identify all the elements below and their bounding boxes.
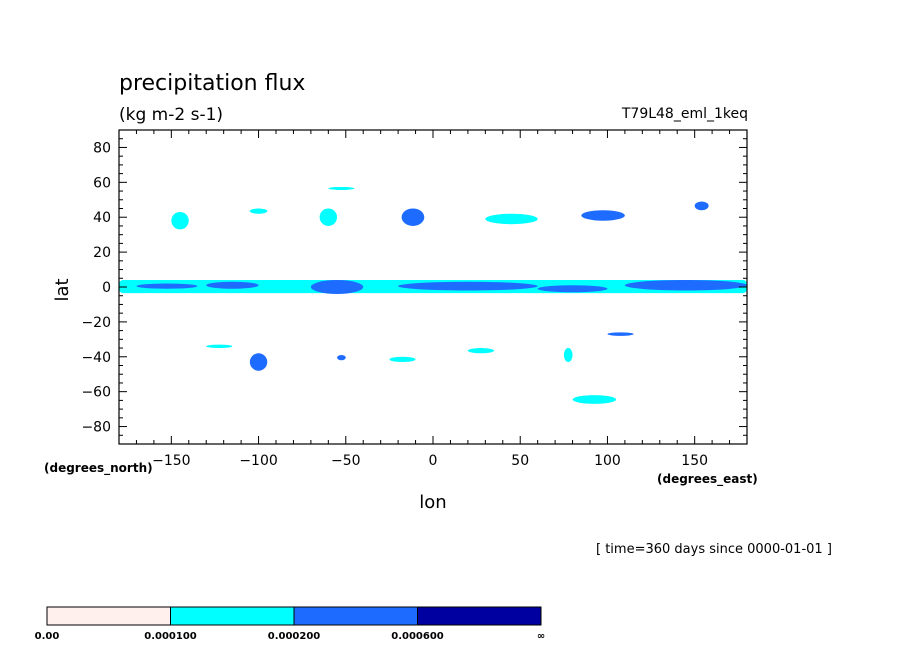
colorbar-swatch: [417, 606, 542, 626]
colorbar-label: 0.000600: [391, 631, 444, 642]
colorbar-label: 0.000200: [268, 631, 321, 642]
precip-region-22: [607, 332, 634, 336]
x-tick-label: −100: [239, 453, 277, 469]
colorbar-label: 0.000100: [144, 631, 197, 642]
chart-units: (kg m-2 s-1): [119, 105, 223, 125]
x-tick-label: 150: [681, 453, 708, 469]
colorbar-label: 0.00: [35, 631, 60, 642]
colorbar: 0.00 0.000100 0.000200 0.000600 ∞: [35, 606, 545, 642]
y-axis-label: lat: [52, 278, 73, 301]
x-ticks: −150 −100 −50 0 50 100 150: [118, 130, 748, 469]
precip-region-21: [337, 355, 346, 361]
precip-region-1: [171, 211, 189, 230]
y-tick-label: 80: [93, 140, 111, 156]
time-label: [ time=360 days since 0000-01-01 ]: [596, 542, 832, 557]
x-tick-label: 100: [594, 453, 621, 469]
precip-region-18: [581, 210, 625, 221]
y-ticks: 80 60 40 20 0 −20 −40 −60 −80: [81, 129, 747, 445]
precip-region-13: [310, 280, 364, 294]
precip-region-16: [624, 280, 747, 291]
precip-region-14: [398, 281, 538, 291]
precip-region-19: [694, 201, 709, 211]
y-tick-label: −20: [81, 315, 111, 331]
x-tick-label: −50: [331, 453, 361, 469]
precip-regions: [119, 186, 747, 404]
x-tick-label: −150: [152, 453, 190, 469]
colorbar-swatch: [170, 606, 295, 626]
precip-region-20: [249, 353, 268, 371]
precip-region-15: [537, 285, 608, 293]
y-tick-label: −60: [81, 385, 111, 401]
precip-region-9: [563, 348, 573, 363]
y-tick-label: 20: [93, 245, 111, 261]
y-tick-label: 60: [93, 175, 111, 191]
colorbar-swatch: [293, 606, 418, 626]
precip-region-11: [136, 283, 198, 289]
precip-region-17: [401, 208, 425, 226]
y-tick-label: 0: [102, 280, 111, 296]
colorbar-label: ∞: [537, 631, 545, 642]
precip-region-8: [467, 348, 495, 354]
precip-region-4: [328, 186, 355, 190]
y-tick-label: −40: [81, 350, 111, 366]
x-axis-label: lon: [419, 492, 446, 513]
precip-region-7: [389, 356, 416, 363]
y-tick-label: 40: [93, 210, 111, 226]
run-label: T79L48_eml_1keq: [621, 106, 748, 122]
precip-region-3: [319, 208, 338, 226]
plot-area: −150 −100 −50 0 50 100 150 806040200−20−40−60−…: [81, 129, 748, 469]
precip-region-2: [249, 208, 268, 214]
x-tick-label: 0: [429, 453, 438, 469]
x-tick-label: 50: [511, 453, 529, 469]
precip-region-6: [206, 344, 233, 349]
x-axis-unit: (degrees_east): [657, 472, 758, 487]
precip-region-12: [206, 281, 259, 289]
colorbar-swatch: [46, 606, 171, 626]
y-axis-unit: (degrees_north): [44, 461, 153, 476]
y-tick-label: −80: [81, 420, 111, 436]
chart-title: precipitation flux: [119, 71, 305, 96]
precip-region-5: [485, 213, 538, 225]
precip-region-10: [572, 395, 617, 404]
